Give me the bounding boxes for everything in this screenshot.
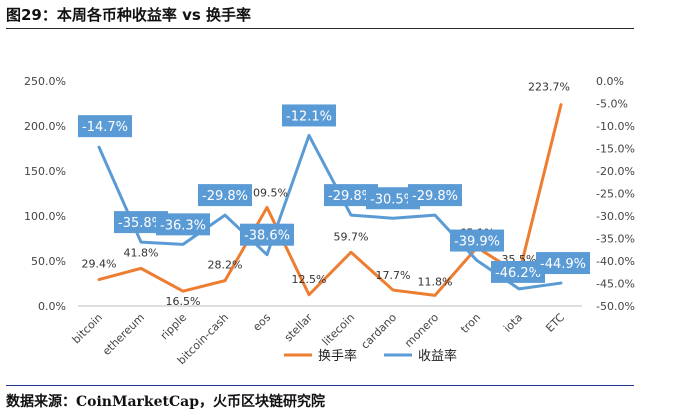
return-data-label: -44.9% [536, 252, 590, 275]
return-label-box [324, 184, 378, 207]
turnover-data-label: 11.8% [418, 275, 453, 288]
return-label-text: -44.9% [540, 257, 586, 272]
return-label-text: -46.2% [495, 266, 541, 281]
return-label-text: -14.7% [82, 120, 128, 135]
right-axis: 0.0% -5.0% -10.0% -15.0% -20.0% -25.0% -30.0% -… [596, 75, 635, 313]
category-label: bitcoin [70, 311, 105, 346]
left-tick-label: 250.0% [24, 75, 66, 88]
return-data-label: -12.1% [282, 104, 336, 127]
legend: 换手率 收益率 [284, 348, 457, 364]
category-label: cardano [358, 311, 399, 352]
chart-title: 图29：本周各币种收益率 vs 换手率 [6, 6, 252, 24]
data-labels: 29.4% 41.8% 16.5% 28.2% 109.5% 12.5% 59.7% 17.7… [78, 81, 590, 308]
right-tick-label: -5.0% [596, 98, 628, 111]
turnover-data-label: 28.2% [208, 259, 243, 272]
return-data-label: -29.8% [324, 184, 378, 207]
return-label-text: -29.8% [328, 189, 374, 204]
return-label-text: -30.5% [370, 192, 416, 207]
left-tick-label: 150.0% [24, 165, 66, 178]
left-tick-label: 200.0% [24, 120, 66, 133]
return-label-box [536, 252, 590, 275]
right-tick-label: -50.0% [596, 300, 635, 313]
left-tick-label: 50.0% [31, 255, 66, 268]
source-rule [6, 385, 634, 386]
title-rule [6, 28, 634, 29]
return-label-box [408, 184, 462, 207]
return-data-label: -29.8% [408, 184, 462, 207]
right-tick-label: -45.0% [596, 278, 635, 291]
turnover-data-label: 29.4% [82, 258, 117, 271]
return-label-text: -29.8% [412, 189, 458, 204]
return-data-label: -35.8% [114, 211, 168, 234]
return-data-label: -46.2% [491, 260, 545, 283]
legend-return-label: 收益率 [418, 348, 457, 364]
return-label-box [282, 104, 336, 127]
return-data-label: -29.8% [198, 184, 252, 207]
right-tick-label: -35.0% [596, 233, 635, 246]
right-tick-label: -15.0% [596, 143, 635, 156]
right-tick-label: -30.0% [596, 210, 635, 223]
return-label-box [491, 260, 545, 283]
left-tick-label: 0.0% [38, 300, 66, 313]
return-label-text: -29.8% [202, 189, 248, 204]
return-label-text: -39.9% [454, 235, 500, 250]
category-label: stellar [282, 311, 316, 345]
category-label: ripple [158, 311, 190, 343]
return-label-text: -36.3% [160, 218, 206, 233]
category-label: litecoin [320, 311, 357, 348]
turnover-data-label: 17.7% [376, 269, 411, 282]
right-tick-label: 0.0% [596, 75, 624, 88]
return-data-label: -14.7% [78, 115, 132, 138]
return-label-text: -12.1% [286, 109, 332, 124]
category-label: monero [402, 311, 441, 350]
return-label-box [240, 223, 294, 246]
right-tick-label: -20.0% [596, 165, 635, 178]
return-label-box [78, 115, 132, 138]
return-label-text: -35.8% [118, 216, 164, 231]
return-label-box [198, 184, 252, 207]
category-label: ETC [543, 311, 567, 335]
series-lines [97, 103, 563, 297]
left-axis: 0.0% 50.0% 100.0% 150.0% 200.0% 250.0% [24, 75, 66, 313]
return-data-label: -30.5% [366, 187, 420, 210]
return-line [97, 133, 563, 291]
return-label-box [366, 187, 420, 210]
return-data-label: -39.9% [450, 229, 504, 252]
legend-turnover-label: 换手率 [318, 348, 357, 364]
right-tick-label: -40.0% [596, 255, 635, 268]
return-data-label: -38.6% [240, 223, 294, 246]
category-label: iota [501, 311, 525, 335]
right-tick-label: -25.0% [596, 188, 635, 201]
return-label-box [156, 213, 210, 236]
left-tick-label: 100.0% [24, 210, 66, 223]
return-label-text: -38.6% [244, 229, 290, 244]
category-label: tron [458, 311, 483, 336]
category-label: eos [250, 311, 273, 334]
return-data-label: -36.3% [156, 213, 210, 236]
turnover-data-label: 16.5% [166, 295, 201, 308]
return-label-box [450, 229, 504, 252]
turnover-line [97, 103, 563, 297]
category-label: ethereum [100, 311, 147, 358]
turnover-data-label: 109.5% [246, 186, 288, 199]
turnover-data-label: 59.7% [334, 230, 369, 243]
right-tick-label: -10.0% [596, 120, 635, 133]
source-note: 数据来源：CoinMarketCap，火币区块链研究院 [6, 394, 325, 410]
turnover-data-label: 223.7% [528, 81, 570, 94]
turnover-data-label: 12.5% [292, 273, 327, 286]
turnover-data-label: 41.8% [124, 246, 159, 259]
return-label-box [114, 211, 168, 234]
